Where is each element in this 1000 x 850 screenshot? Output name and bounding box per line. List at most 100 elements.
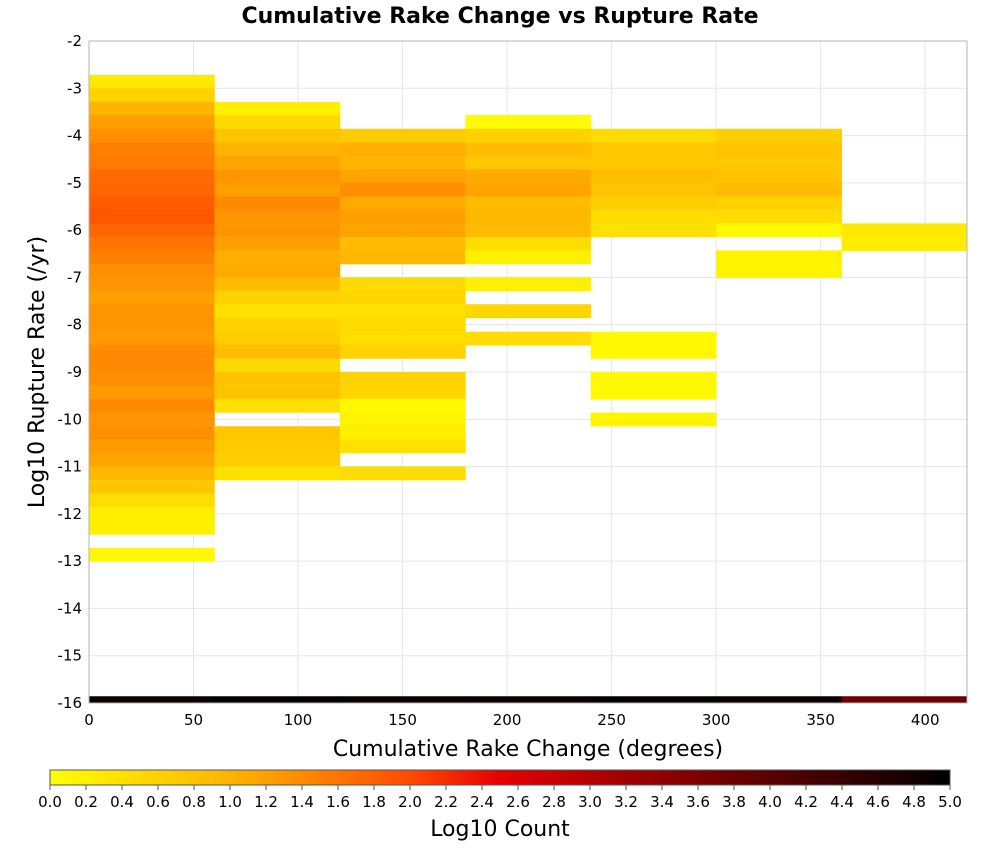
heatmap-cell [465, 696, 592, 704]
heatmap-cell [214, 277, 341, 292]
heatmap-cell [89, 358, 215, 373]
heatmap-cell [89, 182, 215, 197]
heatmap-cell [89, 398, 215, 413]
heatmap-cell [339, 209, 466, 224]
heatmap-cell [339, 142, 466, 157]
heatmap-cell [89, 291, 215, 305]
colorbar-tick-label: 4.6 [866, 793, 890, 811]
heatmap-cell [89, 74, 215, 89]
heatmap-cell [214, 182, 341, 197]
heatmap-cell [465, 196, 592, 211]
heatmap-cell [716, 142, 842, 157]
heatmap-cell [214, 264, 341, 278]
heatmap-cell [89, 209, 215, 224]
heatmap-cell [89, 547, 215, 562]
colorbar-tick-label: 0.4 [110, 793, 134, 811]
heatmap-cell [716, 155, 842, 170]
plot-area-border [88, 40, 968, 704]
colorbar-tick-label: 2.8 [542, 793, 566, 811]
colorbar-tick-label: 4.0 [758, 793, 782, 811]
heatmap-cell [590, 142, 717, 157]
colorbar-tick-label: 0.0 [38, 793, 62, 811]
colorbar-tick-label: 2.6 [506, 793, 530, 811]
heatmap-cell [590, 128, 717, 143]
heatmap-cell [89, 453, 215, 468]
heatmap-cell [590, 331, 717, 346]
heatmap-cell [89, 101, 215, 116]
heatmap-cell [590, 223, 717, 238]
heatmap-cell [89, 412, 215, 427]
heatmap-cell [89, 277, 215, 292]
y-tick-label: -13 [58, 552, 83, 570]
colorbar-tick-label: 4.2 [794, 793, 818, 811]
x-tick-label: 100 [284, 711, 313, 729]
heatmap-cell [716, 264, 842, 278]
heatmap-cell [214, 304, 341, 319]
heatmap-cell [89, 317, 215, 332]
heatmap-cell [89, 264, 215, 278]
heatmap-cell [89, 520, 215, 535]
heatmap-cell [89, 250, 215, 265]
heatmap-cell [590, 344, 717, 359]
heatmap-cell [716, 196, 842, 211]
x-tick-label: 250 [597, 711, 626, 729]
heatmap-cell [89, 115, 215, 130]
heatmap-cell [339, 466, 466, 481]
heatmap-cell [89, 480, 215, 495]
heatmap-cell [339, 155, 466, 170]
colorbar-tick-label: 1.2 [254, 793, 278, 811]
heatmap-cell [339, 439, 466, 454]
heatmap-cell [339, 291, 466, 305]
heatmap-cell [339, 182, 466, 197]
heatmap-cell [339, 344, 466, 359]
heatmap-cell [590, 182, 717, 197]
heatmap-cell [89, 344, 215, 359]
heatmap-cell [339, 196, 466, 211]
heatmap-cell [465, 155, 592, 170]
heatmap-cell [214, 426, 341, 441]
heatmap-cell [716, 696, 842, 704]
heatmap-cell [214, 466, 341, 481]
heatmap-cell [339, 371, 466, 386]
heatmap-cell [716, 169, 842, 184]
y-axis-label: Log10 Rupture Rate (/yr) [25, 236, 50, 508]
colorbar-tick-label: 4.8 [902, 793, 926, 811]
heatmap-cell [89, 88, 215, 103]
heatmap-cells [89, 74, 968, 704]
x-tick-label: 400 [911, 711, 940, 729]
y-tick-label: -12 [58, 505, 83, 523]
heatmap-cell [89, 237, 215, 252]
heatmap-cell [214, 358, 341, 373]
y-tick-label: -2 [67, 32, 82, 50]
y-tick-label: -10 [58, 410, 83, 428]
y-tick-label: -14 [58, 599, 83, 617]
x-axis-ticks: 0 50 100 150 200 250 300 350 400 [84, 711, 939, 729]
y-tick-label: -16 [58, 694, 83, 712]
heatmap-cell [89, 466, 215, 481]
y-tick-label: -3 [67, 79, 82, 97]
heatmap-cell [89, 507, 215, 522]
colorbar-tick-label: 3.0 [578, 793, 602, 811]
heatmap-cell [214, 237, 341, 252]
y-tick-label: -4 [67, 127, 82, 145]
y-tick-label: -11 [58, 458, 83, 476]
colorbar-tick-label: 0.8 [182, 793, 206, 811]
colorbar [49, 769, 951, 786]
heatmap-cell [214, 439, 341, 454]
heatmap-cell [590, 385, 717, 400]
heatmap-cell [716, 250, 842, 265]
y-tick-label: -8 [67, 316, 82, 334]
heatmap-cell [339, 385, 466, 400]
heatmap-cell [89, 304, 215, 319]
heatmap-cell [465, 277, 592, 292]
colorbar-tick-label: 3.6 [686, 793, 710, 811]
heatmap-cell [339, 331, 466, 346]
heatmap-cell [214, 317, 341, 332]
heatmap-cell [339, 317, 466, 332]
heatmap-cell [465, 209, 592, 224]
heatmap-cell [214, 115, 341, 130]
colorbar-tick-label: 1.6 [326, 793, 350, 811]
colorbar-tick-label: 1.0 [218, 793, 242, 811]
heatmap-cell [214, 223, 341, 238]
heatmap-cell [89, 128, 215, 143]
